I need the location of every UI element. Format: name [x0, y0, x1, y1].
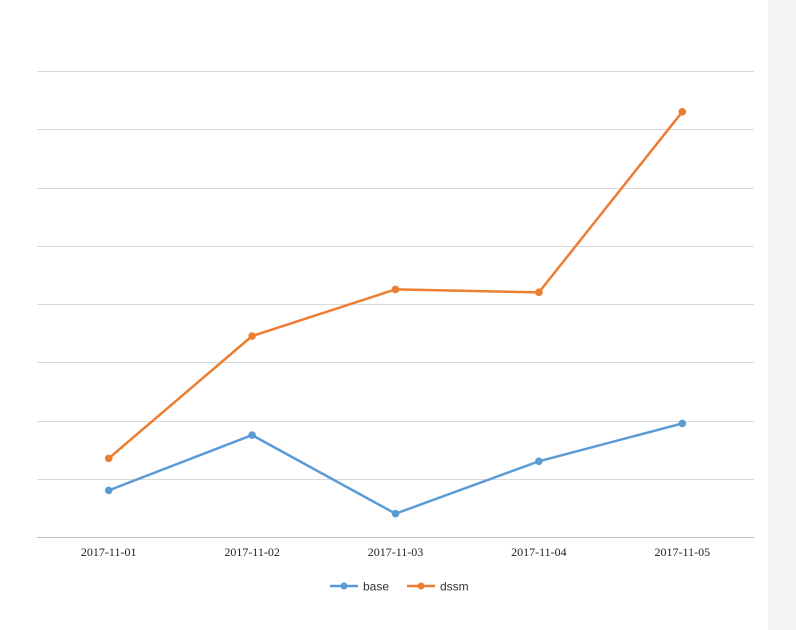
series-lines	[104, 107, 687, 518]
data-point-dssm	[248, 332, 256, 340]
legend: base dssm	[330, 580, 469, 594]
legend-label: dssm	[440, 580, 469, 594]
data-point-dssm	[535, 288, 543, 297]
x-tick-labels: 2017-11-01 2017-11-02 2017-11-03 2017-11-04…	[81, 545, 710, 559]
data-point-base	[535, 457, 543, 466]
series-line-dssm	[107, 110, 684, 460]
x-tick-label: 2017-11-02	[224, 545, 280, 559]
x-tick-label: 2017-11-01	[81, 545, 137, 559]
gridlines	[37, 71, 754, 538]
x-tick-label: 2017-11-03	[368, 545, 424, 559]
right-edge-strip	[768, 0, 796, 630]
x-tick-label: 2017-11-05	[655, 545, 711, 559]
data-point-base	[104, 486, 113, 495]
data-point-dssm	[391, 285, 400, 294]
data-point-dssm	[104, 454, 113, 463]
x-tick-label: 2017-11-04	[511, 545, 567, 559]
data-point-base	[391, 509, 400, 518]
legend-swatch-dot	[340, 582, 348, 590]
series-line-base	[107, 422, 684, 515]
data-point-base	[678, 419, 687, 428]
legend-swatch-dot	[417, 582, 425, 590]
data-point-dssm	[678, 107, 687, 116]
data-point-base	[248, 431, 256, 439]
legend-label: base	[363, 580, 389, 594]
